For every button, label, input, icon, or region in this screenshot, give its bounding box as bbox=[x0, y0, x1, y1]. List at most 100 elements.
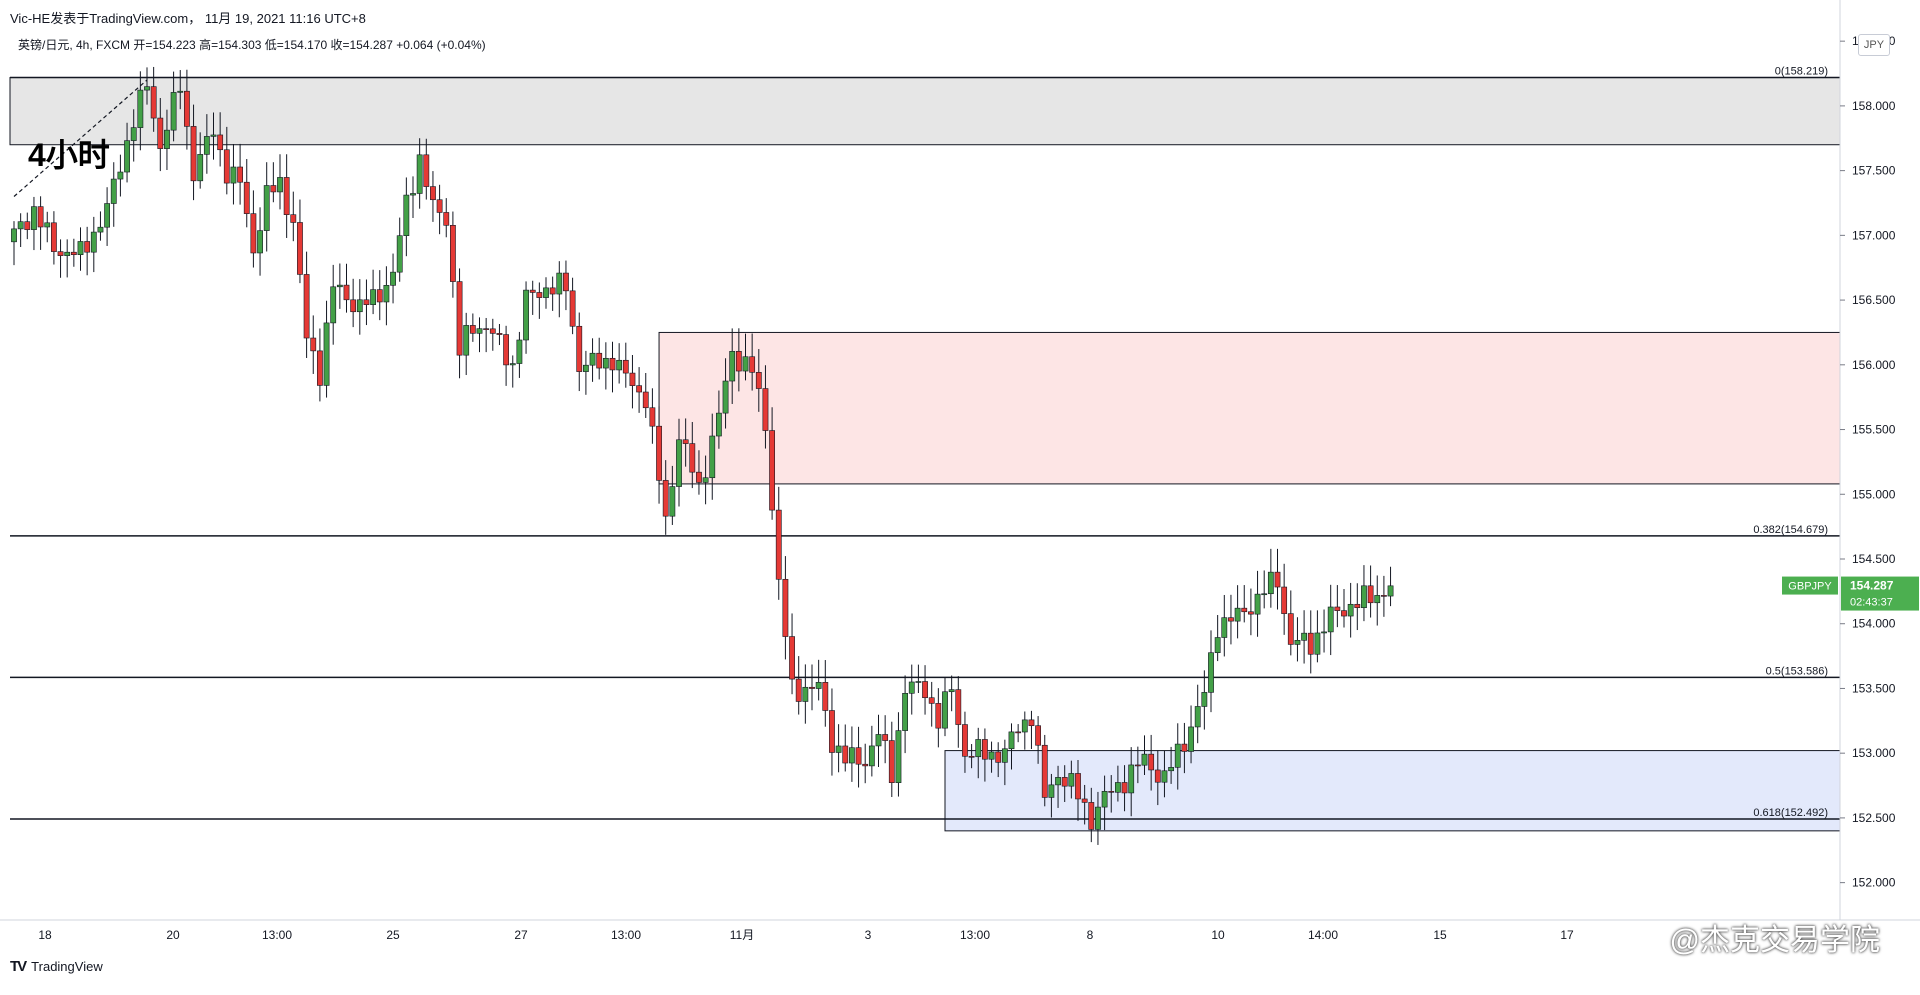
candle-up bbox=[1234, 607, 1241, 622]
price-tick-label: 154.000 bbox=[1852, 617, 1896, 631]
time-tick-label: 20 bbox=[166, 928, 180, 942]
price-tick-label: 157.000 bbox=[1852, 228, 1896, 242]
candle-down bbox=[689, 443, 696, 473]
symbol-ohlc-line: 英镑/日元, 4h, FXCM 开=154.223 高=154.303 低=15… bbox=[18, 38, 486, 52]
watermark-brand: @杰克交易学院 bbox=[1669, 924, 1880, 957]
candle-down bbox=[682, 439, 689, 444]
candle-down bbox=[343, 284, 350, 301]
candle-up bbox=[676, 439, 682, 487]
candle-down bbox=[243, 181, 250, 214]
candle-down bbox=[829, 710, 835, 753]
candle-up bbox=[383, 285, 390, 303]
tradingview-brand[interactable]: TV TradingView bbox=[10, 958, 103, 975]
candle-up bbox=[1214, 637, 1221, 654]
candle-down bbox=[809, 686, 815, 689]
candle-up bbox=[124, 140, 130, 173]
candle-down bbox=[1088, 802, 1095, 830]
candle-down bbox=[1241, 607, 1248, 613]
candle-up bbox=[1294, 640, 1301, 645]
candle-up bbox=[90, 231, 97, 253]
candle-up bbox=[835, 745, 842, 753]
candle-up bbox=[11, 228, 17, 243]
candle-down bbox=[842, 745, 849, 764]
price-tick-label: 154.500 bbox=[1852, 552, 1896, 566]
price-tick-label: 155.500 bbox=[1852, 423, 1896, 437]
candle-down bbox=[1248, 611, 1254, 615]
symbol-badge-label: GBPJPY bbox=[1788, 581, 1832, 593]
currency-badge[interactable]: JPY bbox=[1858, 34, 1890, 56]
candle-up bbox=[1101, 791, 1108, 808]
candle-down bbox=[1148, 753, 1155, 771]
candle-down bbox=[609, 357, 616, 371]
candle-down bbox=[1367, 585, 1374, 604]
candle-down bbox=[1341, 610, 1347, 617]
candle-down bbox=[1381, 595, 1387, 597]
candle-up bbox=[117, 171, 124, 180]
price-tick-label: 152.500 bbox=[1852, 811, 1896, 825]
candle-up bbox=[729, 351, 736, 382]
price-tick-label: 155.000 bbox=[1852, 487, 1896, 501]
candle-down bbox=[735, 351, 742, 372]
candle-up bbox=[257, 230, 263, 254]
candle-down bbox=[483, 328, 490, 330]
candle-up bbox=[1115, 782, 1121, 793]
candle-up bbox=[323, 322, 330, 386]
candle-down bbox=[576, 325, 583, 372]
time-tick-label: 17 bbox=[1560, 928, 1574, 942]
candle-up bbox=[1321, 631, 1327, 634]
candle-up bbox=[868, 745, 875, 767]
candle-down bbox=[436, 199, 443, 213]
candle-down bbox=[649, 407, 656, 427]
candle-down bbox=[1154, 769, 1161, 783]
time-tick-label: 27 bbox=[514, 928, 528, 942]
candle-up bbox=[210, 134, 217, 137]
candle-up bbox=[277, 177, 283, 193]
fib-level-label: 0.382(154.679) bbox=[1753, 524, 1828, 536]
candle-down bbox=[549, 287, 556, 295]
candle-up bbox=[1314, 632, 1321, 655]
candle-up bbox=[44, 222, 51, 228]
candle-up bbox=[17, 221, 24, 230]
candle-up bbox=[669, 486, 676, 517]
candle-down bbox=[855, 747, 862, 765]
candle-up bbox=[356, 299, 363, 313]
author-line: Vic-HE发表于TradingView.com， 11月 19, 2021 1… bbox=[10, 11, 366, 26]
candle-up bbox=[975, 739, 982, 758]
candle-down bbox=[57, 251, 64, 256]
candle-up bbox=[1055, 777, 1061, 786]
candle-down bbox=[1035, 725, 1041, 746]
candle-up bbox=[848, 747, 855, 764]
candle-down bbox=[496, 333, 503, 335]
price-tick-label: 156.000 bbox=[1852, 358, 1896, 372]
candle-down bbox=[1028, 719, 1035, 727]
candle-down bbox=[1015, 731, 1022, 734]
fib-level-label: 0.5(153.586) bbox=[1766, 665, 1828, 677]
time-tick-label: 3 bbox=[865, 928, 872, 942]
candle-up bbox=[1068, 773, 1075, 787]
time-tick-label: 11月 bbox=[730, 928, 754, 942]
candle-down bbox=[529, 289, 536, 293]
countdown-label: 02:43:37 bbox=[1850, 597, 1893, 609]
candle-down bbox=[316, 350, 323, 386]
candle-up bbox=[330, 286, 337, 324]
candle-down bbox=[150, 86, 157, 119]
candle-down bbox=[50, 222, 57, 252]
candle-up bbox=[410, 193, 416, 196]
candle-up bbox=[942, 691, 948, 729]
candle-down bbox=[363, 299, 370, 305]
time-tick-label: 14:00 bbox=[1308, 928, 1338, 942]
candle-up bbox=[1141, 753, 1148, 766]
candle-down bbox=[782, 578, 789, 637]
candle-down bbox=[928, 697, 935, 704]
candle-up bbox=[802, 686, 809, 702]
candle-up bbox=[543, 287, 549, 298]
time-tick-label: 18 bbox=[38, 928, 52, 942]
candle-up bbox=[403, 194, 410, 236]
candle-down bbox=[443, 212, 450, 226]
candle-down bbox=[536, 292, 543, 298]
candle-up bbox=[988, 751, 995, 760]
candle-up bbox=[1128, 764, 1135, 794]
candle-up bbox=[130, 127, 137, 141]
